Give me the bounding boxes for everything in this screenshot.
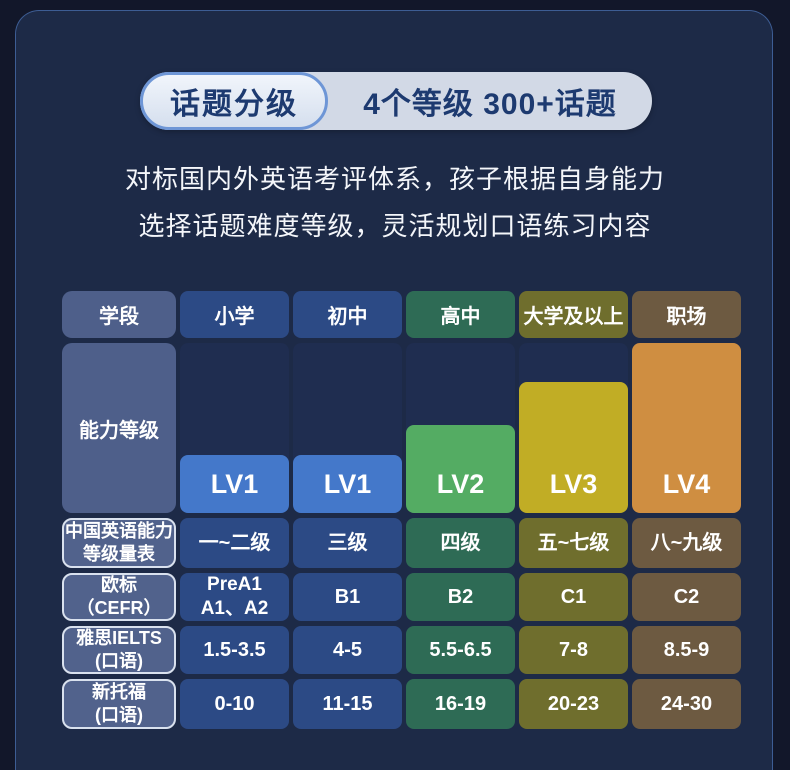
description-line-2: 选择话题难度等级，灵活规划口语练习内容: [138, 211, 652, 241]
ielts-primary: 1.5-3.5: [180, 626, 289, 674]
level-track-junior: LV1: [293, 343, 402, 513]
level-bar-lv4: LV4: [632, 343, 741, 513]
level-bar-label: LV4: [662, 468, 711, 499]
level-bar-lv3: LV3: [519, 382, 628, 513]
row-label-cse: 中国英语能力 等级量表: [62, 518, 176, 568]
level-track-workplace: LV4: [632, 343, 741, 513]
level-bar-lv2: LV2: [406, 425, 515, 513]
ielts-workplace: 8.5-9: [632, 626, 741, 674]
cse-primary: 一~二级: [180, 518, 289, 568]
description-line-1: 对标国内外英语考评体系，孩子根据自身能力: [124, 164, 665, 194]
toefl-senior: 16-19: [406, 679, 515, 729]
level-bar-lv1b: LV1: [293, 455, 402, 513]
row-label-ielts: 雅思IELTS (口语): [62, 626, 176, 674]
level-track-college: LV3: [519, 343, 628, 513]
level-track-senior: LV2: [406, 343, 515, 513]
level-bar-label: LV2: [436, 468, 485, 499]
col-header-college: 大学及以上: [519, 291, 628, 338]
section-subtitle: 4个等级 300+话题: [363, 88, 617, 121]
level-bar-lv1: LV1: [180, 455, 289, 513]
col-header-junior: 初中: [293, 291, 402, 338]
cefr-college: C1: [519, 573, 628, 621]
section-badge-label: 话题分级: [170, 88, 298, 121]
toefl-college: 20-23: [519, 679, 628, 729]
cefr-junior: B1: [293, 573, 402, 621]
toefl-junior: 11-15: [293, 679, 402, 729]
level-bar-label: LV1: [210, 468, 259, 499]
toefl-workplace: 24-30: [632, 679, 741, 729]
col-header-stage: 学段: [62, 291, 176, 338]
cse-workplace: 八~九级: [632, 518, 741, 568]
toefl-primary: 0-10: [180, 679, 289, 729]
level-track-primary: LV1: [180, 343, 289, 513]
col-header-senior: 高中: [406, 291, 515, 338]
ielts-college: 7-8: [519, 626, 628, 674]
section-description: 对标国内外英语考评体系，孩子根据自身能力 选择话题难度等级，灵活规划口语练习内容: [0, 156, 790, 250]
cefr-senior: B2: [406, 573, 515, 621]
ielts-senior: 5.5-6.5: [406, 626, 515, 674]
cse-college: 五~七级: [519, 518, 628, 568]
cefr-primary: PreA1 A1、A2: [180, 573, 289, 621]
row-label-toefl: 新托福 (口语): [62, 679, 176, 729]
ielts-junior: 4-5: [293, 626, 402, 674]
cse-junior: 三级: [293, 518, 402, 568]
row-label-ability-level: 能力等级: [62, 343, 176, 513]
level-bar-label: LV1: [323, 468, 372, 499]
section-badge: 话题分级: [140, 72, 328, 130]
level-bar-label: LV3: [549, 468, 598, 499]
col-header-primary: 小学: [180, 291, 289, 338]
row-label-cefr: 欧标 （CEFR）: [62, 573, 176, 621]
level-comparison-table: 学段 小学 初中 高中 大学及以上 职场 能力等级 LV1 LV1 LV2 LV…: [62, 291, 741, 729]
cefr-workplace: C2: [632, 573, 741, 621]
col-header-workplace: 职场: [632, 291, 741, 338]
cse-senior: 四级: [406, 518, 515, 568]
section-header-pill: 话题分级 4个等级 300+话题: [140, 72, 652, 130]
